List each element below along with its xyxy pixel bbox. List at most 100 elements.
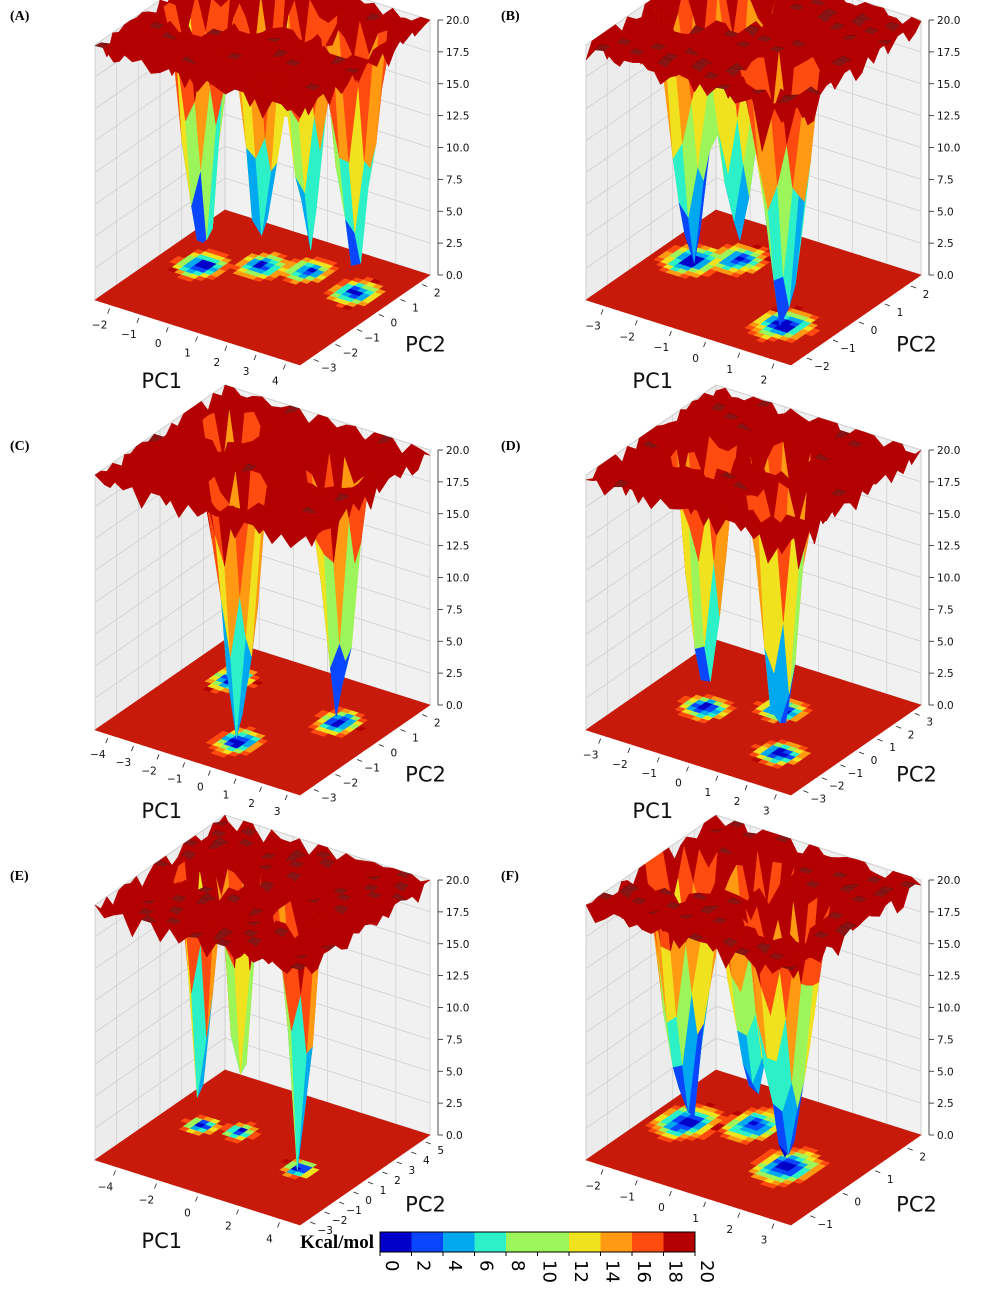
z-tick-label: 7.5 xyxy=(446,174,463,186)
z-tick-label: 17.5 xyxy=(446,47,469,59)
x-tick xyxy=(259,786,262,792)
x-tick xyxy=(105,737,109,744)
x-tick-label: 4 xyxy=(272,375,279,387)
y-tick xyxy=(400,729,406,732)
x-tick xyxy=(771,363,775,369)
z-tick-label: 17.5 xyxy=(446,477,469,489)
y-axis-label: PC2 xyxy=(405,333,446,357)
x-tick-label: −3 xyxy=(116,757,131,769)
panel-label: (A) xyxy=(10,9,30,24)
y-tick xyxy=(357,759,363,762)
x-tick xyxy=(669,330,672,337)
y-tick-label: 0 xyxy=(390,748,397,760)
y-tick xyxy=(422,284,428,287)
z-tick-label: 0.0 xyxy=(446,700,463,712)
y-tick-label: −1 xyxy=(364,763,379,775)
x-tick xyxy=(156,754,160,760)
x-tick xyxy=(282,364,286,370)
panel-label: (B) xyxy=(501,9,520,24)
y-tick-label: −1 xyxy=(840,343,855,355)
x-tick xyxy=(207,770,211,776)
y-tick xyxy=(400,299,406,302)
x-tick-label: 3 xyxy=(243,366,250,378)
x-tick xyxy=(253,354,257,361)
y-tick xyxy=(884,303,891,307)
y-axis-label: PC2 xyxy=(405,763,446,787)
x-tick-label: 2 xyxy=(761,375,768,387)
y-tick-label: −2 xyxy=(343,778,358,790)
x-tick xyxy=(131,746,134,752)
x-tick-label: 3 xyxy=(274,806,281,818)
energy-landscape-panel-b: 0.02.55.07.510.012.515.017.520.0−3−2−101… xyxy=(501,0,960,393)
x-tick xyxy=(284,794,288,801)
x-tick-label: 1 xyxy=(726,364,733,376)
z-tick-label: 5.0 xyxy=(937,206,954,218)
z-tick-label: 15.0 xyxy=(937,79,960,91)
y-tick-label: 1 xyxy=(412,303,419,315)
z-tick-label: 12.5 xyxy=(446,541,469,553)
x-tick-label: −1 xyxy=(654,342,669,354)
y-tick xyxy=(313,359,319,362)
x-tick-label: −2 xyxy=(141,765,156,777)
x-tick-label: 0 xyxy=(155,338,162,350)
x-tick-label: −1 xyxy=(167,773,182,785)
x-tick-label: 0 xyxy=(692,353,699,365)
y-tick-label: 0 xyxy=(390,318,397,330)
x-tick xyxy=(703,341,706,348)
z-tick-label: 12.5 xyxy=(937,111,960,123)
x-axis-label: PC1 xyxy=(141,799,182,823)
y-tick xyxy=(357,329,363,332)
z-tick-label: 2.5 xyxy=(446,668,463,680)
y-tick xyxy=(313,789,319,792)
y-tick-label: 2 xyxy=(434,718,441,730)
y-tick-label: 2 xyxy=(434,288,441,300)
z-tick-label: 10.0 xyxy=(446,573,469,585)
x-tick-label: −4 xyxy=(90,749,106,761)
z-tick-label: 7.5 xyxy=(446,604,463,616)
z-tick-label: 12.5 xyxy=(446,111,469,123)
y-tick xyxy=(378,314,384,317)
y-tick xyxy=(832,339,839,343)
y-tick-label: 1 xyxy=(897,307,904,319)
y-tick-label: 0 xyxy=(871,325,878,337)
y-tick-label: −3 xyxy=(321,363,336,375)
x-tick-label: −2 xyxy=(620,331,635,343)
y-tick xyxy=(858,321,865,325)
panel-label: (C) xyxy=(10,439,30,454)
x-tick-label: 1 xyxy=(184,348,191,360)
x-tick xyxy=(634,320,638,326)
energy-landscape-panel-d: 0.02.55.07.510.012.515.017.520.0−3−2−101… xyxy=(501,384,960,823)
z-tick-label: 20.0 xyxy=(937,15,960,27)
x-tick xyxy=(165,327,169,333)
y-tick xyxy=(335,774,341,777)
x-tick xyxy=(195,336,198,342)
x-tick xyxy=(600,309,604,315)
x-tick-label: −1 xyxy=(121,329,136,341)
z-tick-label: 20.0 xyxy=(446,15,469,27)
z-tick-label: 5.0 xyxy=(446,206,463,218)
x-tick-label: 1 xyxy=(223,790,230,802)
x-tick xyxy=(233,778,237,784)
z-tick-label: 0.0 xyxy=(937,270,954,282)
x-tick-label: −2 xyxy=(92,320,107,332)
x-tick xyxy=(182,762,186,768)
x-tick-label: 2 xyxy=(213,357,220,369)
energy-landscape-panel-a: 0.02.55.07.510.012.515.017.520.0−2−10123… xyxy=(10,0,469,393)
y-tick-label: 2 xyxy=(923,289,930,301)
z-tick-label: 17.5 xyxy=(937,47,960,59)
x-tick xyxy=(737,352,741,358)
y-axis-label: PC2 xyxy=(896,333,937,357)
x-axis-label: PC1 xyxy=(141,369,182,393)
y-tick xyxy=(378,744,384,747)
y-tick-label: −1 xyxy=(364,333,379,345)
x-tick-label: −3 xyxy=(585,320,600,332)
y-tick-label: −2 xyxy=(814,361,829,373)
y-tick xyxy=(422,714,428,717)
y-tick xyxy=(335,344,341,347)
z-tick-label: 15.0 xyxy=(446,79,469,91)
z-tick-label: 5.0 xyxy=(446,636,463,648)
x-tick-label: 0 xyxy=(197,782,204,794)
z-tick-label: 20.0 xyxy=(446,445,469,457)
z-tick-label: 2.5 xyxy=(446,238,463,250)
